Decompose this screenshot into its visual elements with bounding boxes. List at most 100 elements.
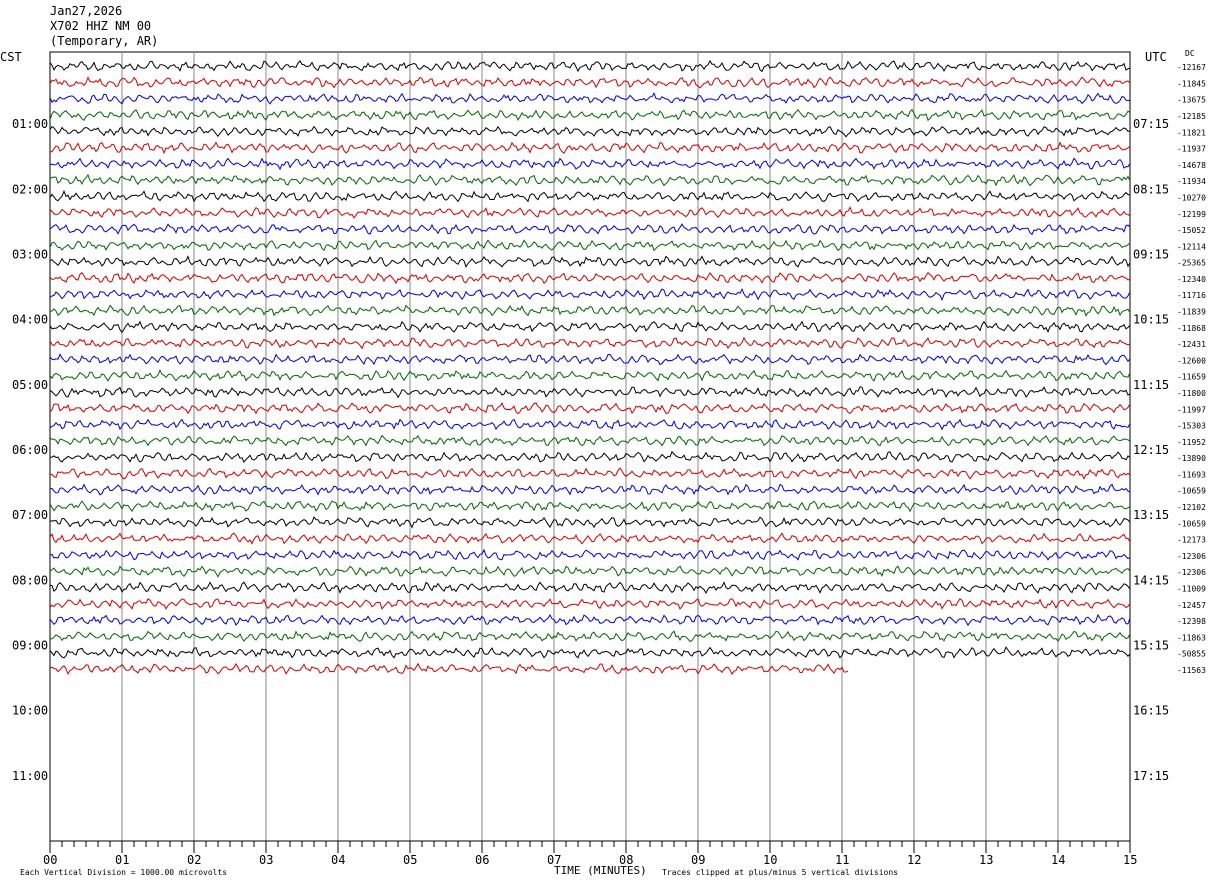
- right-hour-label: 17:15: [1133, 769, 1169, 783]
- seismic-trace: [49, 59, 1131, 73]
- seismic-trace: [49, 450, 1131, 464]
- seismic-trace: [49, 402, 1131, 415]
- scale-note: Each Vertical Division = 1000.00 microvo…: [20, 868, 227, 877]
- right-hour-labels: 07:15 08:15 09:15 10:15 11:15 12:15 13:15 14:15…: [1133, 117, 1169, 783]
- seismic-trace: [49, 287, 1131, 302]
- dc-offset-label: -10659: [1177, 519, 1206, 528]
- x-axis: 00 01 02 03 04 05 06 07 08 09 10 11 12 13 14 15: [43, 840, 1137, 867]
- dc-offset-label: -12114: [1177, 242, 1206, 251]
- x-tick-label: 07: [547, 853, 561, 867]
- x-tick-label: 13: [979, 853, 993, 867]
- seismic-trace: [49, 386, 1131, 399]
- x-tick-label: 10: [763, 853, 777, 867]
- dc-label: DC: [1185, 49, 1195, 58]
- seismic-trace: [49, 173, 1131, 187]
- seismic-trace: [49, 516, 1131, 529]
- left-hour-label: 06:00: [12, 443, 48, 457]
- dc-offset-label: -50855: [1177, 650, 1206, 659]
- dc-offset-label: -12398: [1177, 617, 1206, 626]
- dc-offset-label: -12431: [1177, 340, 1206, 349]
- left-hour-label: 05:00: [12, 378, 48, 392]
- seismic-trace: [49, 141, 1131, 155]
- seismic-trace: [49, 434, 1131, 447]
- seismic-trace: [49, 368, 1131, 382]
- seismic-trace: [49, 304, 1131, 317]
- trace-group: [49, 59, 1131, 676]
- seismic-trace: [49, 92, 1131, 105]
- seismic-trace: [49, 336, 1131, 350]
- seismic-trace: [49, 418, 1131, 431]
- x-tick-label: 00: [43, 853, 57, 867]
- right-hour-label: 16:15: [1133, 704, 1169, 718]
- dc-offset-label: -13890: [1177, 454, 1206, 463]
- dc-offset-label: -11659: [1177, 373, 1206, 382]
- dc-offset-label: -15052: [1177, 226, 1206, 235]
- dc-offset-label: -11863: [1177, 633, 1206, 642]
- right-hour-label: 11:15: [1133, 378, 1169, 392]
- dc-offset-label: -25365: [1177, 259, 1206, 268]
- left-hour-label: 08:00: [12, 573, 48, 587]
- dc-offset-label: -12306: [1177, 568, 1206, 577]
- dc-offset-label: -13675: [1177, 96, 1206, 105]
- x-tick-label: 03: [259, 853, 273, 867]
- dc-offset-label: -11693: [1177, 470, 1206, 479]
- dc-offset-label: -15303: [1177, 422, 1206, 431]
- x-tick-label: 04: [331, 853, 345, 867]
- seismic-trace: [49, 565, 1131, 578]
- left-hour-label: 03:00: [12, 248, 48, 262]
- left-hour-labels: 01:00 02:00 03:00 04:00 05:00 06:00 07:00 08:00…: [12, 117, 48, 783]
- seismic-trace: [49, 500, 1131, 513]
- x-tick-label: 01: [115, 853, 129, 867]
- left-hour-label: 11:00: [12, 769, 48, 783]
- right-hour-label: 12:15: [1133, 443, 1169, 457]
- dc-offset-label: -11839: [1177, 308, 1206, 317]
- x-tick-label: 11: [835, 853, 849, 867]
- right-hour-label: 15:15: [1133, 639, 1169, 653]
- x-tick-label: 06: [475, 853, 489, 867]
- seismic-trace: [49, 189, 1131, 203]
- seismic-trace: [49, 613, 1131, 627]
- left-hour-label: 04:00: [12, 313, 48, 327]
- x-tick-label: 08: [619, 853, 633, 867]
- dc-offset-label: -12306: [1177, 552, 1206, 561]
- seismic-trace: [50, 467, 1131, 481]
- dc-offset-label: -11009: [1177, 584, 1206, 593]
- plot-border: [49, 51, 1131, 842]
- right-hour-label: 07:15: [1133, 117, 1169, 131]
- seismic-trace: [49, 223, 1131, 236]
- dc-offset-label: -12600: [1177, 356, 1206, 365]
- dc-offset-label: -11845: [1177, 79, 1206, 88]
- right-hour-label: 13:15: [1133, 508, 1169, 522]
- dc-offset-label: -11716: [1177, 291, 1206, 300]
- seismic-trace: [49, 353, 1131, 366]
- seismic-trace: [49, 271, 1131, 285]
- seismic-trace: [49, 630, 1131, 643]
- seismic-trace: [49, 483, 1131, 496]
- left-hour-label: 10:00: [12, 704, 48, 718]
- dc-offset-labels: -12167 -11845 -13675 -12185 -11821 -11937 -146…: [1177, 63, 1206, 675]
- dc-offset-label: -10659: [1177, 487, 1206, 496]
- date-label: Jan27,2026: [50, 4, 123, 18]
- seismic-trace: [49, 206, 1131, 219]
- right-hour-label: 08:15: [1133, 182, 1169, 196]
- x-tick-label: 05: [403, 853, 417, 867]
- x-tick-label: 14: [1051, 853, 1065, 867]
- dc-offset-label: -11997: [1177, 405, 1206, 414]
- dc-offset-label: -11952: [1177, 438, 1206, 447]
- dc-offset-label: -12185: [1177, 112, 1206, 121]
- x-tick-label: 09: [691, 853, 705, 867]
- location-label: (Temporary, AR): [50, 34, 159, 48]
- x-tick-label: 15: [1123, 853, 1137, 867]
- dc-offset-label: -11800: [1177, 389, 1206, 398]
- seismic-trace: [49, 597, 1131, 610]
- dc-offset-label: -12167: [1177, 63, 1206, 72]
- seismic-trace: [49, 157, 1131, 171]
- left-hour-label: 09:00: [12, 639, 48, 653]
- seismic-trace: [49, 125, 1131, 138]
- seismic-trace: [49, 76, 1131, 89]
- seismic-trace: [49, 646, 1131, 659]
- dc-offset-label: -11821: [1177, 128, 1206, 137]
- dc-offset-label: -12340: [1177, 275, 1206, 284]
- x-tick-label: 02: [187, 853, 201, 867]
